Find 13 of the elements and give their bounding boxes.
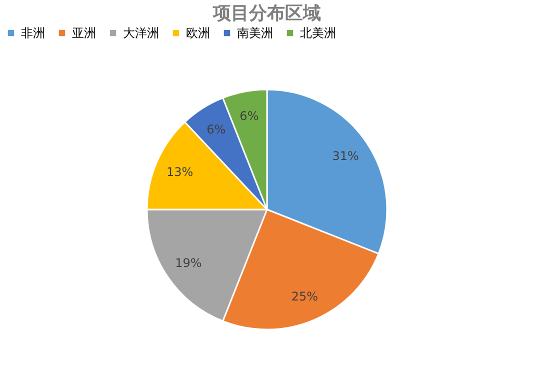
legend-label: 欧洲 (186, 26, 210, 40)
legend-label: 北美洲 (300, 26, 336, 40)
legend-label: 非洲 (21, 26, 45, 40)
legend-label: 南美洲 (237, 26, 273, 40)
data-label: 6% (240, 109, 259, 124)
data-label: 31% (332, 149, 359, 164)
data-label: 13% (166, 164, 194, 179)
data-label: 25% (291, 290, 318, 304)
legend-label: 大洋洲 (123, 26, 159, 40)
chart-title: 项目分布区域 (212, 3, 321, 24)
legend-label: 亚洲 (72, 26, 96, 40)
data-label: 6% (206, 122, 226, 136)
data-label: 19% (175, 256, 202, 270)
